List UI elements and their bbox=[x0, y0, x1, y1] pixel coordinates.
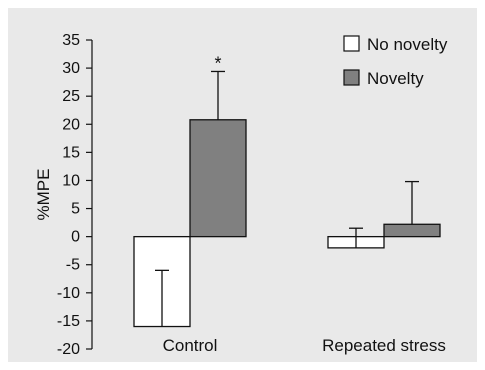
legend-label: Novelty bbox=[367, 69, 424, 88]
y-tick-label: 0 bbox=[71, 229, 80, 246]
y-tick-label: 35 bbox=[62, 32, 80, 49]
y-tick-label: 10 bbox=[62, 172, 80, 189]
y-tick-label: -10 bbox=[57, 285, 80, 302]
bar bbox=[383, 223, 441, 238]
chart-panel: 35 30 25 20 15 10 5 0 -5 -10 -15 -20 %MPE Control Repe… bbox=[8, 8, 477, 362]
y-tick-label: -20 bbox=[57, 341, 80, 358]
y-tick-label: 25 bbox=[62, 88, 80, 105]
y-axis-label: %MPE bbox=[34, 169, 53, 221]
y-tick-label: -5 bbox=[66, 257, 80, 274]
bar bbox=[189, 119, 247, 238]
significance-marker: * bbox=[214, 53, 221, 73]
legend-swatch bbox=[343, 69, 360, 86]
category-label: Repeated stress bbox=[322, 336, 446, 355]
legend-swatch bbox=[343, 35, 360, 52]
y-tick-label: -15 bbox=[57, 313, 80, 330]
y-tick-label: 15 bbox=[62, 144, 80, 161]
chart-svg: 35 30 25 20 15 10 5 0 -5 -10 -15 -20 %MPE Control Repe… bbox=[34, 32, 448, 358]
category-label: Control bbox=[163, 336, 218, 355]
legend-label: No novelty bbox=[367, 35, 448, 54]
y-tick-label: 30 bbox=[62, 60, 80, 77]
y-tick-label: 5 bbox=[71, 201, 80, 218]
y-tick-label: 20 bbox=[62, 116, 80, 133]
